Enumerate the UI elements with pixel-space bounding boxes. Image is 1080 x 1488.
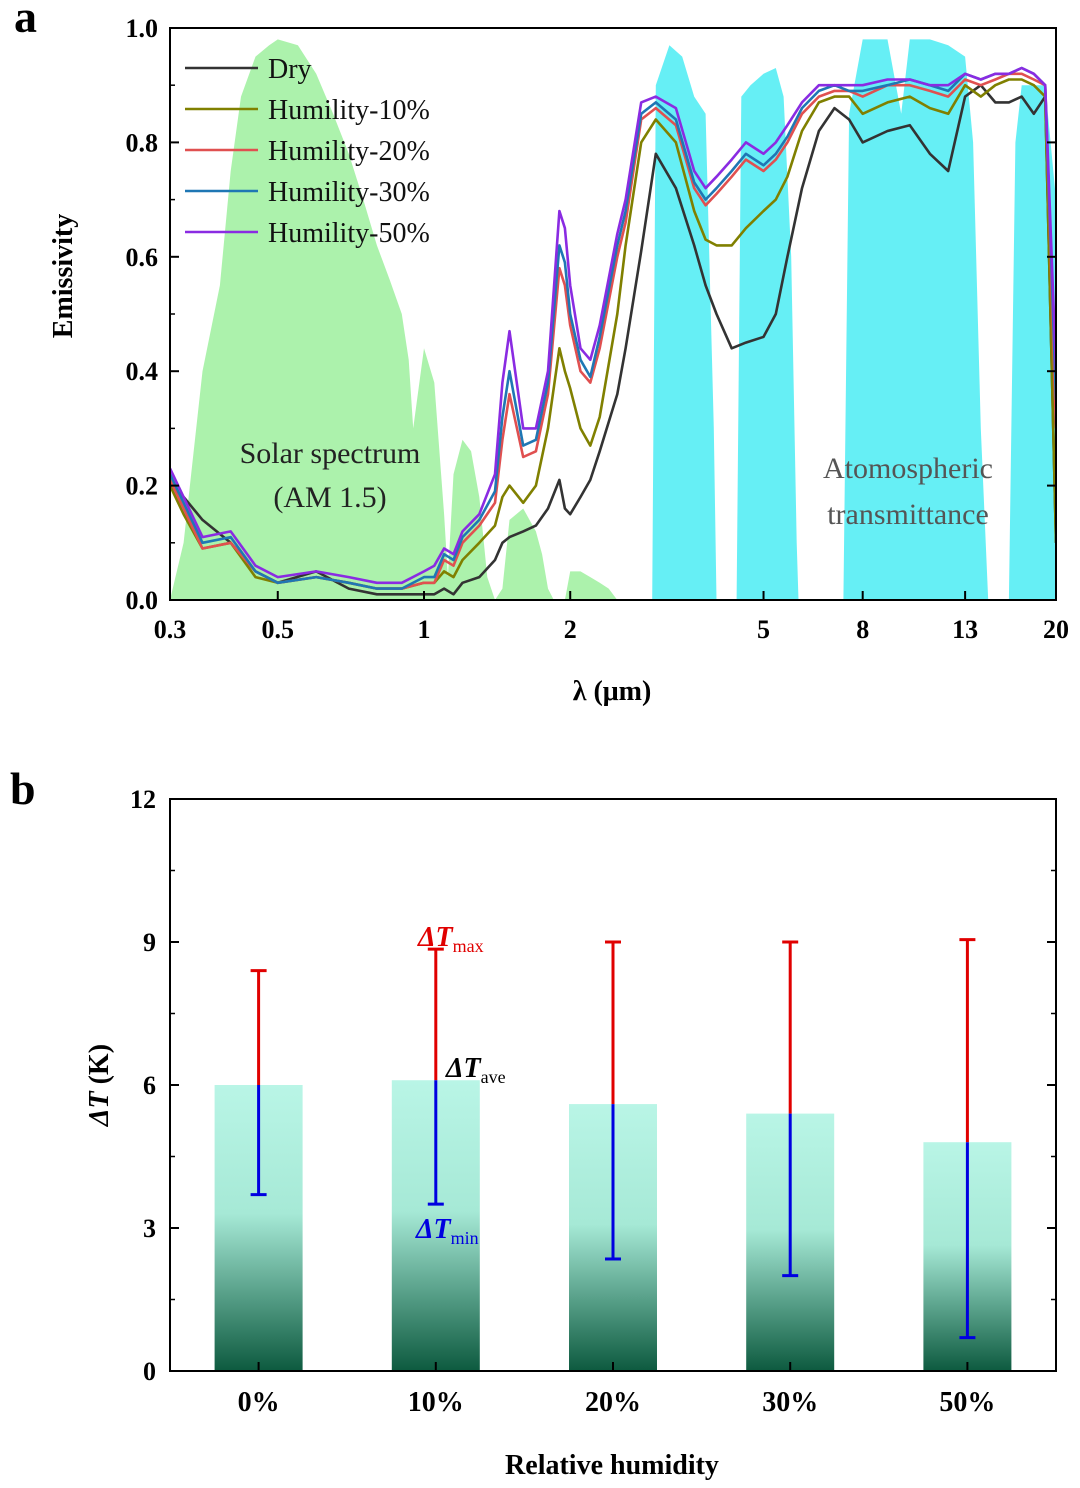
category-label: 0% — [238, 1387, 280, 1418]
panel-letter-a: a — [14, 0, 37, 42]
y-tick-label: 9 — [143, 928, 156, 957]
x-tick-label: 0.3 — [154, 615, 187, 644]
x-tick-label: 2 — [564, 615, 577, 644]
series-line-2 — [170, 72, 1056, 590]
category-label: 20% — [585, 1387, 641, 1418]
category-label: 50% — [939, 1387, 995, 1418]
solar-spectrum-area — [170, 39, 618, 600]
atm-transmittance-label-line2: transmittance — [827, 498, 989, 531]
panel-a-y-axis-label: Emissivity — [48, 214, 79, 338]
panel-b-x-ticks: 0% 10% 20% 30% 50% — [238, 1362, 995, 1418]
delta-t-max-main: ΔT — [417, 922, 455, 953]
legend-label: Humility-30% — [268, 177, 430, 208]
delta-t-ave-sub: ave — [481, 1067, 506, 1087]
category-label: 10% — [408, 1387, 464, 1418]
y-tick-label: 0.8 — [126, 128, 159, 157]
panel-a-y-ticks: 0.0 0.2 0.4 0.6 0.8 1.0 — [126, 14, 1056, 615]
solar-spectrum-label-line2: (AM 1.5) — [273, 481, 386, 514]
panel-b-x-axis-label: Relative humidity — [505, 1450, 719, 1481]
atm-transmittance-label-line1: Atomospheric — [823, 452, 993, 485]
x-tick-label: 5 — [757, 615, 770, 644]
panel-a-x-ticks: 0.3 0.5 1 2 5 8 13 20 — [154, 591, 1069, 644]
y-tick-label: 1.0 — [126, 14, 159, 43]
solar-spectrum-label-line1: Solar spectrum — [240, 437, 421, 470]
y-tick-label: 0 — [143, 1357, 156, 1386]
x-tick-label: 0.5 — [262, 615, 295, 644]
legend-label: Humility-10% — [268, 95, 430, 126]
atmospheric-transmittance-area — [648, 39, 1056, 600]
category-label: 30% — [762, 1387, 818, 1418]
delta-t-ave-annotation: ΔTave — [445, 1053, 506, 1087]
panel-letter-b: b — [10, 763, 36, 814]
legend-label: Humility-20% — [268, 136, 430, 167]
delta-t-min-main: ΔT — [415, 1214, 453, 1245]
panel-b-y-axis-label-unit: (K) — [84, 1044, 115, 1091]
emissivity-series-group — [170, 66, 1056, 596]
series-line-0 — [170, 83, 1056, 596]
panel-a: 0.3 0.5 1 2 5 8 13 20 0.0 0.2 0.4 0.6 0.8 1.0 λ (μm)… — [48, 14, 1069, 707]
series-line-4 — [170, 66, 1056, 585]
y-tick-label: 3 — [143, 1214, 156, 1243]
delta-t-max-sub: max — [453, 936, 484, 956]
x-tick-label: 8 — [856, 615, 869, 644]
y-tick-label: 0.6 — [126, 243, 159, 272]
x-tick-label: 13 — [952, 615, 978, 644]
delta-t-min-annotation: ΔTmin — [415, 1214, 479, 1248]
delta-t-max-annotation: ΔTmax — [417, 922, 484, 956]
x-tick-label: 20 — [1043, 615, 1069, 644]
y-tick-label: 6 — [143, 1071, 156, 1100]
panel-b-y-axis-label: ΔT (K) — [84, 1044, 115, 1127]
panel-b-y-ticks: 0 3 6 9 12 — [130, 785, 1056, 1386]
panel-a-legend: Dry Humility-10% Humility-20% Humility-30% H… — [185, 54, 430, 249]
y-tick-label: 0.4 — [126, 357, 159, 386]
legend-label: Humility-50% — [268, 218, 430, 249]
panel-b-y-axis-label-main: ΔT — [84, 1090, 115, 1128]
legend-label: Dry — [268, 54, 312, 85]
y-tick-label: 0.0 — [126, 586, 159, 615]
panel-b-bars — [214, 938, 1012, 1371]
y-tick-label: 12 — [130, 785, 156, 814]
x-tick-label: 1 — [417, 615, 430, 644]
panel-a-x-axis-label: λ (μm) — [573, 676, 652, 707]
delta-t-min-sub: min — [451, 1228, 479, 1248]
delta-t-ave-main: ΔT — [445, 1053, 483, 1084]
y-tick-label: 0.2 — [126, 472, 159, 501]
